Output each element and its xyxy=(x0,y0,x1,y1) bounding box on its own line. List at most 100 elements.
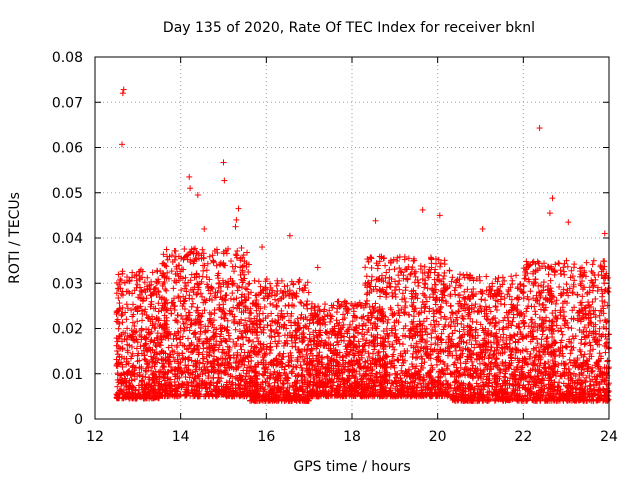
data-point xyxy=(248,357,255,364)
data-point xyxy=(119,292,126,299)
data-point xyxy=(501,301,508,308)
x-tick-label: 16 xyxy=(257,429,275,445)
data-point xyxy=(232,251,239,258)
data-point xyxy=(231,268,238,275)
data-point xyxy=(149,313,156,320)
data-point xyxy=(126,333,133,340)
data-point xyxy=(134,358,141,365)
data-point xyxy=(194,304,201,311)
data-point xyxy=(267,300,274,307)
data-point xyxy=(144,314,151,321)
data-point xyxy=(398,362,405,369)
data-point xyxy=(409,353,416,360)
data-point xyxy=(124,341,131,348)
data-point xyxy=(200,267,207,274)
data-point xyxy=(155,276,162,283)
data-point xyxy=(182,362,189,369)
data-point xyxy=(144,274,151,281)
data-point xyxy=(148,298,155,305)
data-point xyxy=(180,320,187,327)
data-point xyxy=(143,312,150,319)
data-point xyxy=(134,308,141,315)
data-point xyxy=(120,379,127,386)
data-point xyxy=(193,291,200,298)
data-point xyxy=(234,247,241,254)
data-point xyxy=(144,361,151,368)
data-point xyxy=(173,317,180,324)
data-point xyxy=(150,305,157,312)
data-point xyxy=(155,288,162,295)
data-point xyxy=(153,291,160,298)
data-point xyxy=(351,334,358,341)
y-tick-label: 0.01 xyxy=(52,367,83,383)
data-point xyxy=(128,274,135,281)
data-point xyxy=(114,383,121,390)
data-point xyxy=(145,331,152,338)
data-point xyxy=(119,363,126,370)
data-point xyxy=(153,314,160,321)
data-point xyxy=(151,372,158,379)
data-point xyxy=(500,331,507,338)
data-point xyxy=(119,311,126,318)
y-tick-label: 0.02 xyxy=(52,322,83,338)
data-point xyxy=(297,314,304,321)
data-point xyxy=(119,270,126,277)
data-point xyxy=(446,267,453,274)
data-point xyxy=(132,386,139,393)
axis-ticks: 12 14 16 18 20 22 2400.010.020.030.040.050.060… xyxy=(52,50,618,445)
y-tick-label: 0.08 xyxy=(52,50,83,66)
y-tick-label: 0.07 xyxy=(52,95,83,111)
data-point xyxy=(114,285,121,292)
data-point xyxy=(139,382,146,389)
data-point xyxy=(114,389,121,396)
data-point xyxy=(130,336,137,343)
data-point xyxy=(135,350,142,357)
data-point xyxy=(143,358,150,365)
data-point xyxy=(438,314,445,321)
data-point xyxy=(152,394,159,401)
data-point xyxy=(125,360,132,367)
data-point xyxy=(138,287,145,294)
data-point xyxy=(132,365,139,372)
data-point xyxy=(133,345,140,352)
data-point xyxy=(114,394,121,401)
data-point xyxy=(115,360,122,367)
data-point xyxy=(304,342,311,349)
data-point xyxy=(510,314,517,321)
data-point xyxy=(117,277,124,284)
data-point xyxy=(276,338,283,345)
data-point xyxy=(128,377,135,384)
data-point xyxy=(115,343,122,350)
data-point xyxy=(389,289,396,296)
data-point xyxy=(145,315,152,322)
data-point xyxy=(366,353,373,360)
data-point xyxy=(155,300,162,307)
data-point xyxy=(143,368,150,375)
data-point xyxy=(391,266,398,273)
data-point xyxy=(368,273,375,280)
x-tick-label: 18 xyxy=(343,429,361,445)
data-point xyxy=(504,314,511,321)
data-point xyxy=(163,246,170,253)
data-point xyxy=(394,356,401,363)
data-point xyxy=(150,395,157,402)
data-point xyxy=(244,286,251,293)
data-point xyxy=(134,393,141,400)
data-point xyxy=(149,322,156,329)
data-point xyxy=(168,310,175,317)
data-point xyxy=(419,290,426,297)
data-point xyxy=(333,309,340,316)
data-point xyxy=(131,376,138,383)
data-point xyxy=(238,283,245,290)
data-point xyxy=(423,315,430,322)
data-point xyxy=(358,314,365,321)
data-point xyxy=(217,261,224,268)
data-point xyxy=(155,308,162,315)
data-point xyxy=(421,284,428,291)
data-point xyxy=(142,373,149,380)
data-point xyxy=(141,287,148,294)
data-point xyxy=(415,283,422,290)
data-point xyxy=(206,253,213,260)
data-point xyxy=(251,277,258,284)
data-point xyxy=(437,263,444,270)
